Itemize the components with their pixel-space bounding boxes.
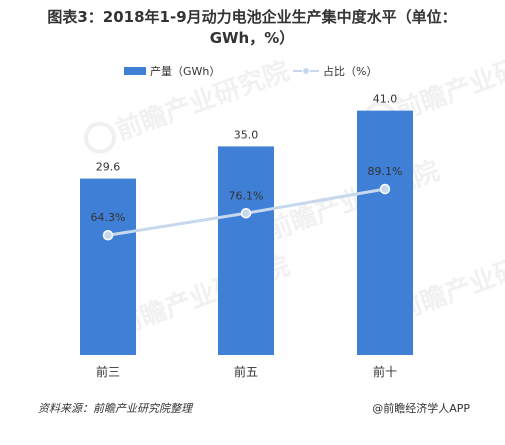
category-label: 前三 bbox=[96, 364, 120, 379]
bar-labels-layer: 29.6 35.0 41.0 bbox=[96, 93, 398, 174]
bar-value-label: 35.0 bbox=[234, 128, 259, 141]
bar-3 bbox=[357, 110, 413, 355]
share-labels-layer: 64.3% 76.1% 89.1% bbox=[91, 165, 403, 224]
share-point-2 bbox=[240, 208, 252, 219]
bar-value-label: 41.0 bbox=[373, 93, 398, 106]
category-labels-layer: 前三 前五 前十 bbox=[96, 364, 397, 379]
share-value-label: 64.3% bbox=[91, 211, 126, 224]
source-note: 资料来源：前瞻产业研究院整理 bbox=[38, 402, 194, 415]
watermark-circle bbox=[84, 121, 117, 154]
watermark-group: 前瞻产业研究院 前瞻产业研究院 前瞻产业研究院 前瞻产业研究院 前瞻产业研究院 bbox=[84, 35, 505, 349]
chart-title-line2: GWh，%） bbox=[210, 29, 295, 47]
bar-value-label: 29.6 bbox=[96, 161, 121, 174]
chart-title-line1: 图表3：2018年1-9月动力电池企业生产集中度水平（单位： bbox=[47, 8, 456, 26]
brand-note: @前瞻经济学人APP bbox=[372, 401, 470, 415]
legend-bar-label: 产量（GWh） bbox=[150, 64, 220, 78]
bars-layer bbox=[80, 110, 413, 355]
watermark-text: 前瞻产业研究院 bbox=[262, 155, 444, 246]
line-layer bbox=[102, 183, 391, 241]
share-point-1 bbox=[102, 229, 114, 241]
category-label: 前十 bbox=[373, 364, 397, 379]
share-point-3 bbox=[379, 183, 391, 195]
share-value-label: 89.1% bbox=[368, 165, 403, 178]
category-label: 前五 bbox=[234, 364, 258, 379]
legend-line-marker bbox=[302, 67, 310, 75]
legend: 产量（GWh） 占比（%） bbox=[124, 64, 377, 78]
legend-line-label: 占比（%） bbox=[323, 64, 377, 78]
bar-2 bbox=[218, 146, 274, 355]
legend-bar-swatch bbox=[124, 67, 146, 75]
bar-1 bbox=[80, 178, 136, 355]
share-value-label: 76.1% bbox=[229, 189, 264, 202]
